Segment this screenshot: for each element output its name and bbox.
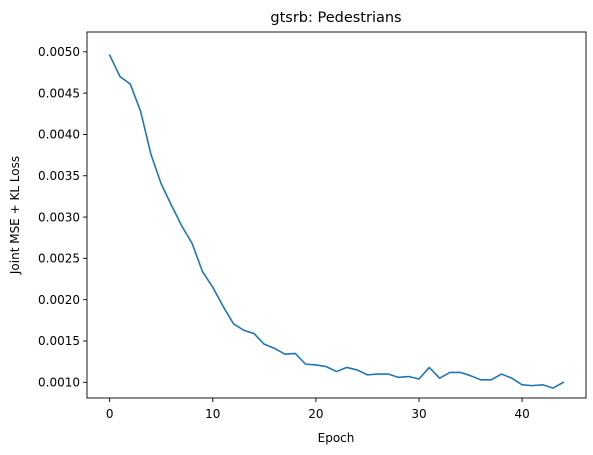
y-tick-label: 0.0050 <box>38 45 80 59</box>
y-tick-label: 0.0010 <box>38 376 80 390</box>
y-tick-label: 0.0045 <box>38 86 80 100</box>
y-tick-label: 0.0020 <box>38 293 80 307</box>
y-tick-label: 0.0035 <box>38 169 80 183</box>
y-tick-label: 0.0015 <box>38 334 80 348</box>
x-axis-ticks: 0 10 20 30 40 <box>106 398 530 421</box>
x-tick-label: 0 <box>106 407 114 421</box>
series-line <box>108 54 565 389</box>
y-axis-ticks: 0.0010 0.0015 0.0020 0.0025 0.0030 0.0035 0.00… <box>38 45 87 390</box>
x-tick-label: 10 <box>205 407 220 421</box>
x-tick-label: 20 <box>308 407 323 421</box>
y-tick-label: 0.0030 <box>38 210 80 224</box>
x-tick-label: 30 <box>411 407 426 421</box>
y-tick-label: 0.0025 <box>38 252 80 266</box>
x-axis-title: Epoch <box>318 431 355 445</box>
y-axis-title: Joint MSE + KL Loss <box>8 156 22 275</box>
x-tick-label: 40 <box>514 407 529 421</box>
y-tick-label: 0.0040 <box>38 128 80 142</box>
plot-frame <box>86 31 587 399</box>
chart-title: gtsrb: Pedestrians <box>270 10 401 26</box>
